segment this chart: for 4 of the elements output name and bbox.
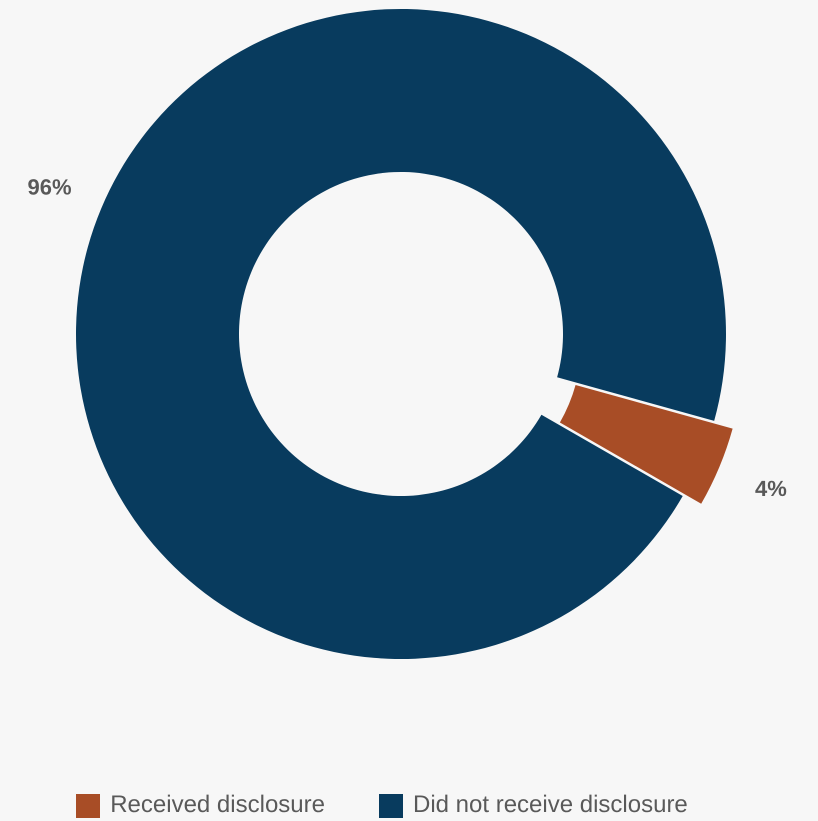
legend-label: Did not receive disclosure [412,791,688,818]
data-label: 4% [755,476,787,502]
legend-label: Received disclosure [110,791,325,818]
data-label: 96% [27,174,72,200]
